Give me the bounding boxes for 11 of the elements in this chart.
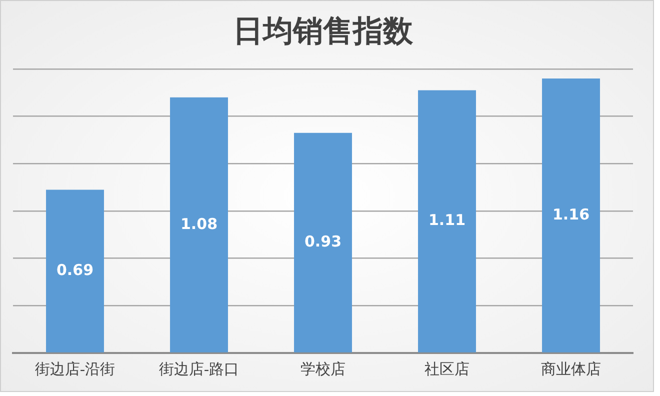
data-label: 0.93: [304, 232, 342, 251]
data-label: 1.16: [552, 205, 590, 224]
x-tick-label: 学校店: [300, 360, 346, 378]
data-label: 1.08: [180, 214, 218, 233]
data-label: 1.11: [428, 211, 466, 230]
x-tick-label: 街边店-沿街: [35, 360, 115, 378]
data-label: 0.69: [56, 260, 94, 279]
x-tick-label: 社区店: [424, 360, 470, 378]
x-tick-label: 商业体店: [541, 360, 601, 378]
x-tick-label: 街边店-路口: [159, 360, 239, 378]
chart-title: 日均销售指数: [233, 14, 414, 49]
